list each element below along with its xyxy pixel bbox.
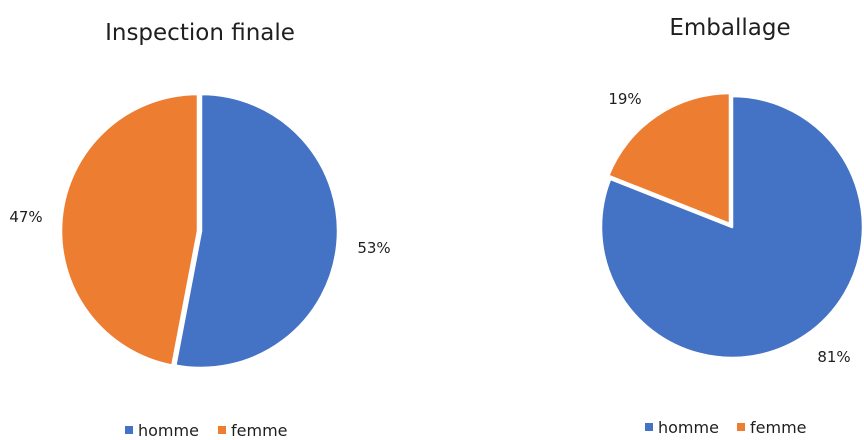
chart-1-legend-label-femme: femme <box>231 421 288 440</box>
chart-2-label-homme: 81% <box>817 348 850 366</box>
chart-1-slice-femme <box>59 92 200 367</box>
chart-1-legend-swatch-femme <box>218 426 226 434</box>
chart-1-legend-label-homme: homme <box>138 421 199 440</box>
chart-1-slice-homme <box>174 92 340 370</box>
chart-1-label-homme: 53% <box>357 239 390 257</box>
chart-2-legend-label-femme: femme <box>750 418 807 437</box>
chart-inspection-finale: Inspection finale 53% 47% homme femme <box>9 20 390 440</box>
chart-emballage: Emballage 81% 19% homme femme <box>599 15 864 437</box>
chart-1-title: Inspection finale <box>105 20 295 46</box>
chart-2-title: Emballage <box>669 15 790 41</box>
chart-1-legend-swatch-homme <box>125 426 133 434</box>
chart-2-legend-swatch-homme <box>645 423 653 431</box>
chart-2-slice-femme <box>606 91 732 226</box>
chart-2-slice-homme <box>599 94 864 360</box>
chart-2-legend-label-homme: homme <box>658 418 719 437</box>
chart-2-legend: homme femme <box>645 418 807 437</box>
chart-2-legend-swatch-femme <box>737 423 745 431</box>
chart-1-legend: homme femme <box>125 421 288 440</box>
chart-2-label-femme: 19% <box>608 90 641 108</box>
chart-1-label-femme: 47% <box>9 208 42 226</box>
